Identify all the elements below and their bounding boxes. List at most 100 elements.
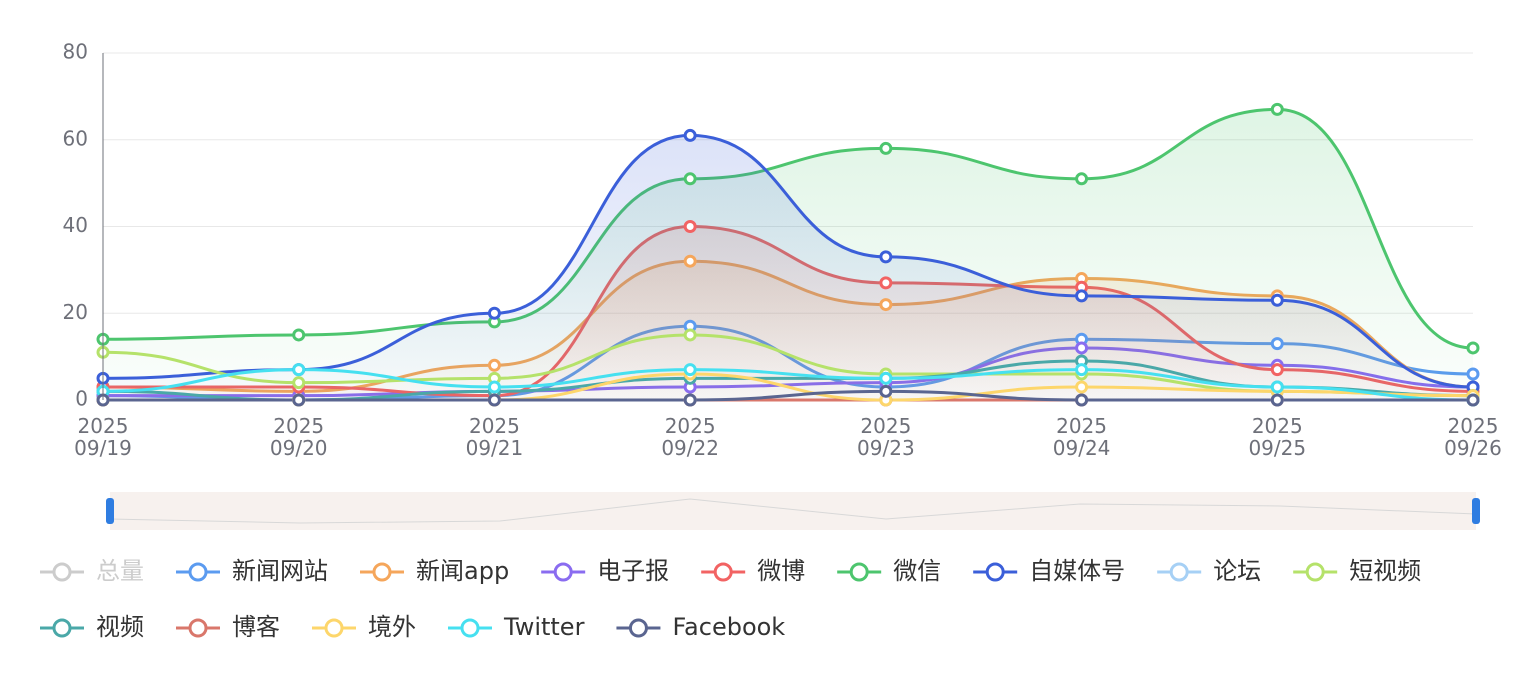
point: [879, 276, 893, 290]
legend-symbol: [628, 618, 648, 638]
legend-label: 短视频: [1349, 557, 1421, 585]
legend-label: 新闻app: [416, 557, 509, 585]
legend-symbol: [188, 562, 208, 582]
legend-item[interactable]: 短视频: [1293, 557, 1421, 585]
point: [292, 363, 306, 377]
legend-label: 境外: [368, 613, 416, 641]
point: [292, 376, 306, 390]
point: [1075, 341, 1089, 355]
legend-item[interactable]: 新闻app: [360, 557, 509, 585]
legend-item[interactable]: Facebook: [616, 613, 785, 641]
line: [102, 133, 1474, 389]
y-tick-label: 20: [63, 300, 88, 324]
point: [1270, 380, 1284, 394]
point: [1466, 393, 1480, 407]
point: [683, 328, 697, 342]
legend-symbol: [713, 562, 733, 582]
area: [103, 135, 1473, 400]
zoom-handle[interactable]: [1472, 498, 1480, 524]
legend-label: 视频: [96, 613, 144, 641]
point: [1075, 172, 1089, 186]
point: [1075, 363, 1089, 377]
point: [487, 306, 501, 320]
point: [879, 298, 893, 312]
legend-symbol: [372, 562, 392, 582]
legend-item[interactable]: 境外: [312, 613, 416, 641]
point: [1075, 289, 1089, 303]
point: [487, 358, 501, 372]
legend-symbol: [553, 562, 573, 582]
legend-symbol: [52, 562, 72, 582]
point: [1270, 293, 1284, 307]
x-tick-label: 2025 09/21: [466, 414, 524, 460]
legend-item[interactable]: 微信: [837, 557, 941, 585]
point: [292, 328, 306, 342]
point: [879, 384, 893, 398]
legend-label: 微博: [757, 557, 805, 585]
point: [879, 250, 893, 264]
point: [1466, 341, 1480, 355]
point: [487, 393, 501, 407]
legend-symbol: [1169, 562, 1189, 582]
x-tick-label: 2025 09/25: [1248, 414, 1306, 460]
legend-label: 微信: [893, 557, 941, 585]
legend-symbol: [1305, 562, 1325, 582]
legend-label: 总量: [96, 557, 144, 585]
legend-item[interactable]: 总量: [40, 557, 144, 585]
legend-label: Twitter: [503, 613, 585, 641]
point: [683, 393, 697, 407]
legend-label: 博客: [232, 613, 280, 641]
legend-label: Facebook: [672, 613, 785, 641]
zoom-shadow: [109, 498, 1477, 524]
plot-area: [96, 52, 1480, 407]
y-tick-label: 60: [63, 126, 88, 150]
point: [1466, 367, 1480, 381]
legend-symbol: [460, 618, 480, 638]
point: [1075, 380, 1089, 394]
legend-item[interactable]: 视频: [40, 613, 144, 641]
legend-item[interactable]: 论坛: [1157, 557, 1261, 585]
legend-item[interactable]: Twitter: [448, 613, 585, 641]
x-tick-label: 2025 09/19: [74, 414, 132, 460]
point: [683, 254, 697, 268]
legend-item[interactable]: 自媒体号: [973, 557, 1125, 585]
legend-label: 电子报: [597, 557, 669, 585]
zoom-track: [110, 492, 1476, 530]
point: [1270, 337, 1284, 351]
legend-item[interactable]: 新闻网站: [176, 557, 328, 585]
data-zoom[interactable]: [106, 492, 1480, 530]
point: [487, 380, 501, 394]
line: [103, 389, 1473, 402]
y-tick-label: 40: [63, 213, 88, 237]
x-tick-label: 2025 09/22: [661, 414, 719, 460]
point: [1075, 393, 1089, 407]
zoom-handle[interactable]: [106, 498, 114, 524]
legend-item[interactable]: 微博: [701, 557, 805, 585]
x-tick-label: 2025 09/23: [857, 414, 915, 460]
legend-symbol: [985, 562, 1005, 582]
y-tick-label: 80: [63, 40, 88, 64]
point: [683, 220, 697, 233]
x-tick-label: 2025 09/24: [1053, 414, 1111, 460]
y-tick-label: 0: [75, 387, 88, 411]
point: [879, 141, 893, 155]
point: [1270, 393, 1284, 407]
point: [292, 393, 306, 407]
legend-item[interactable]: 博客: [176, 613, 280, 641]
legend-symbol: [188, 618, 208, 638]
legend-label: 自媒体号: [1029, 557, 1125, 585]
x-tick-label: 2025 09/20: [270, 414, 328, 460]
x-tick-label: 2025 09/26: [1444, 414, 1502, 460]
legend-symbol: [52, 618, 72, 638]
point: [879, 371, 893, 385]
legend-symbol: [324, 618, 344, 638]
point: [683, 172, 697, 186]
point: [1270, 102, 1284, 116]
legend-symbol: [849, 562, 869, 582]
point: [683, 363, 697, 377]
legend-label: 论坛: [1213, 557, 1261, 585]
legend-label: 新闻网站: [232, 557, 328, 585]
legend-item[interactable]: 电子报: [541, 557, 669, 585]
point: [1270, 363, 1284, 377]
